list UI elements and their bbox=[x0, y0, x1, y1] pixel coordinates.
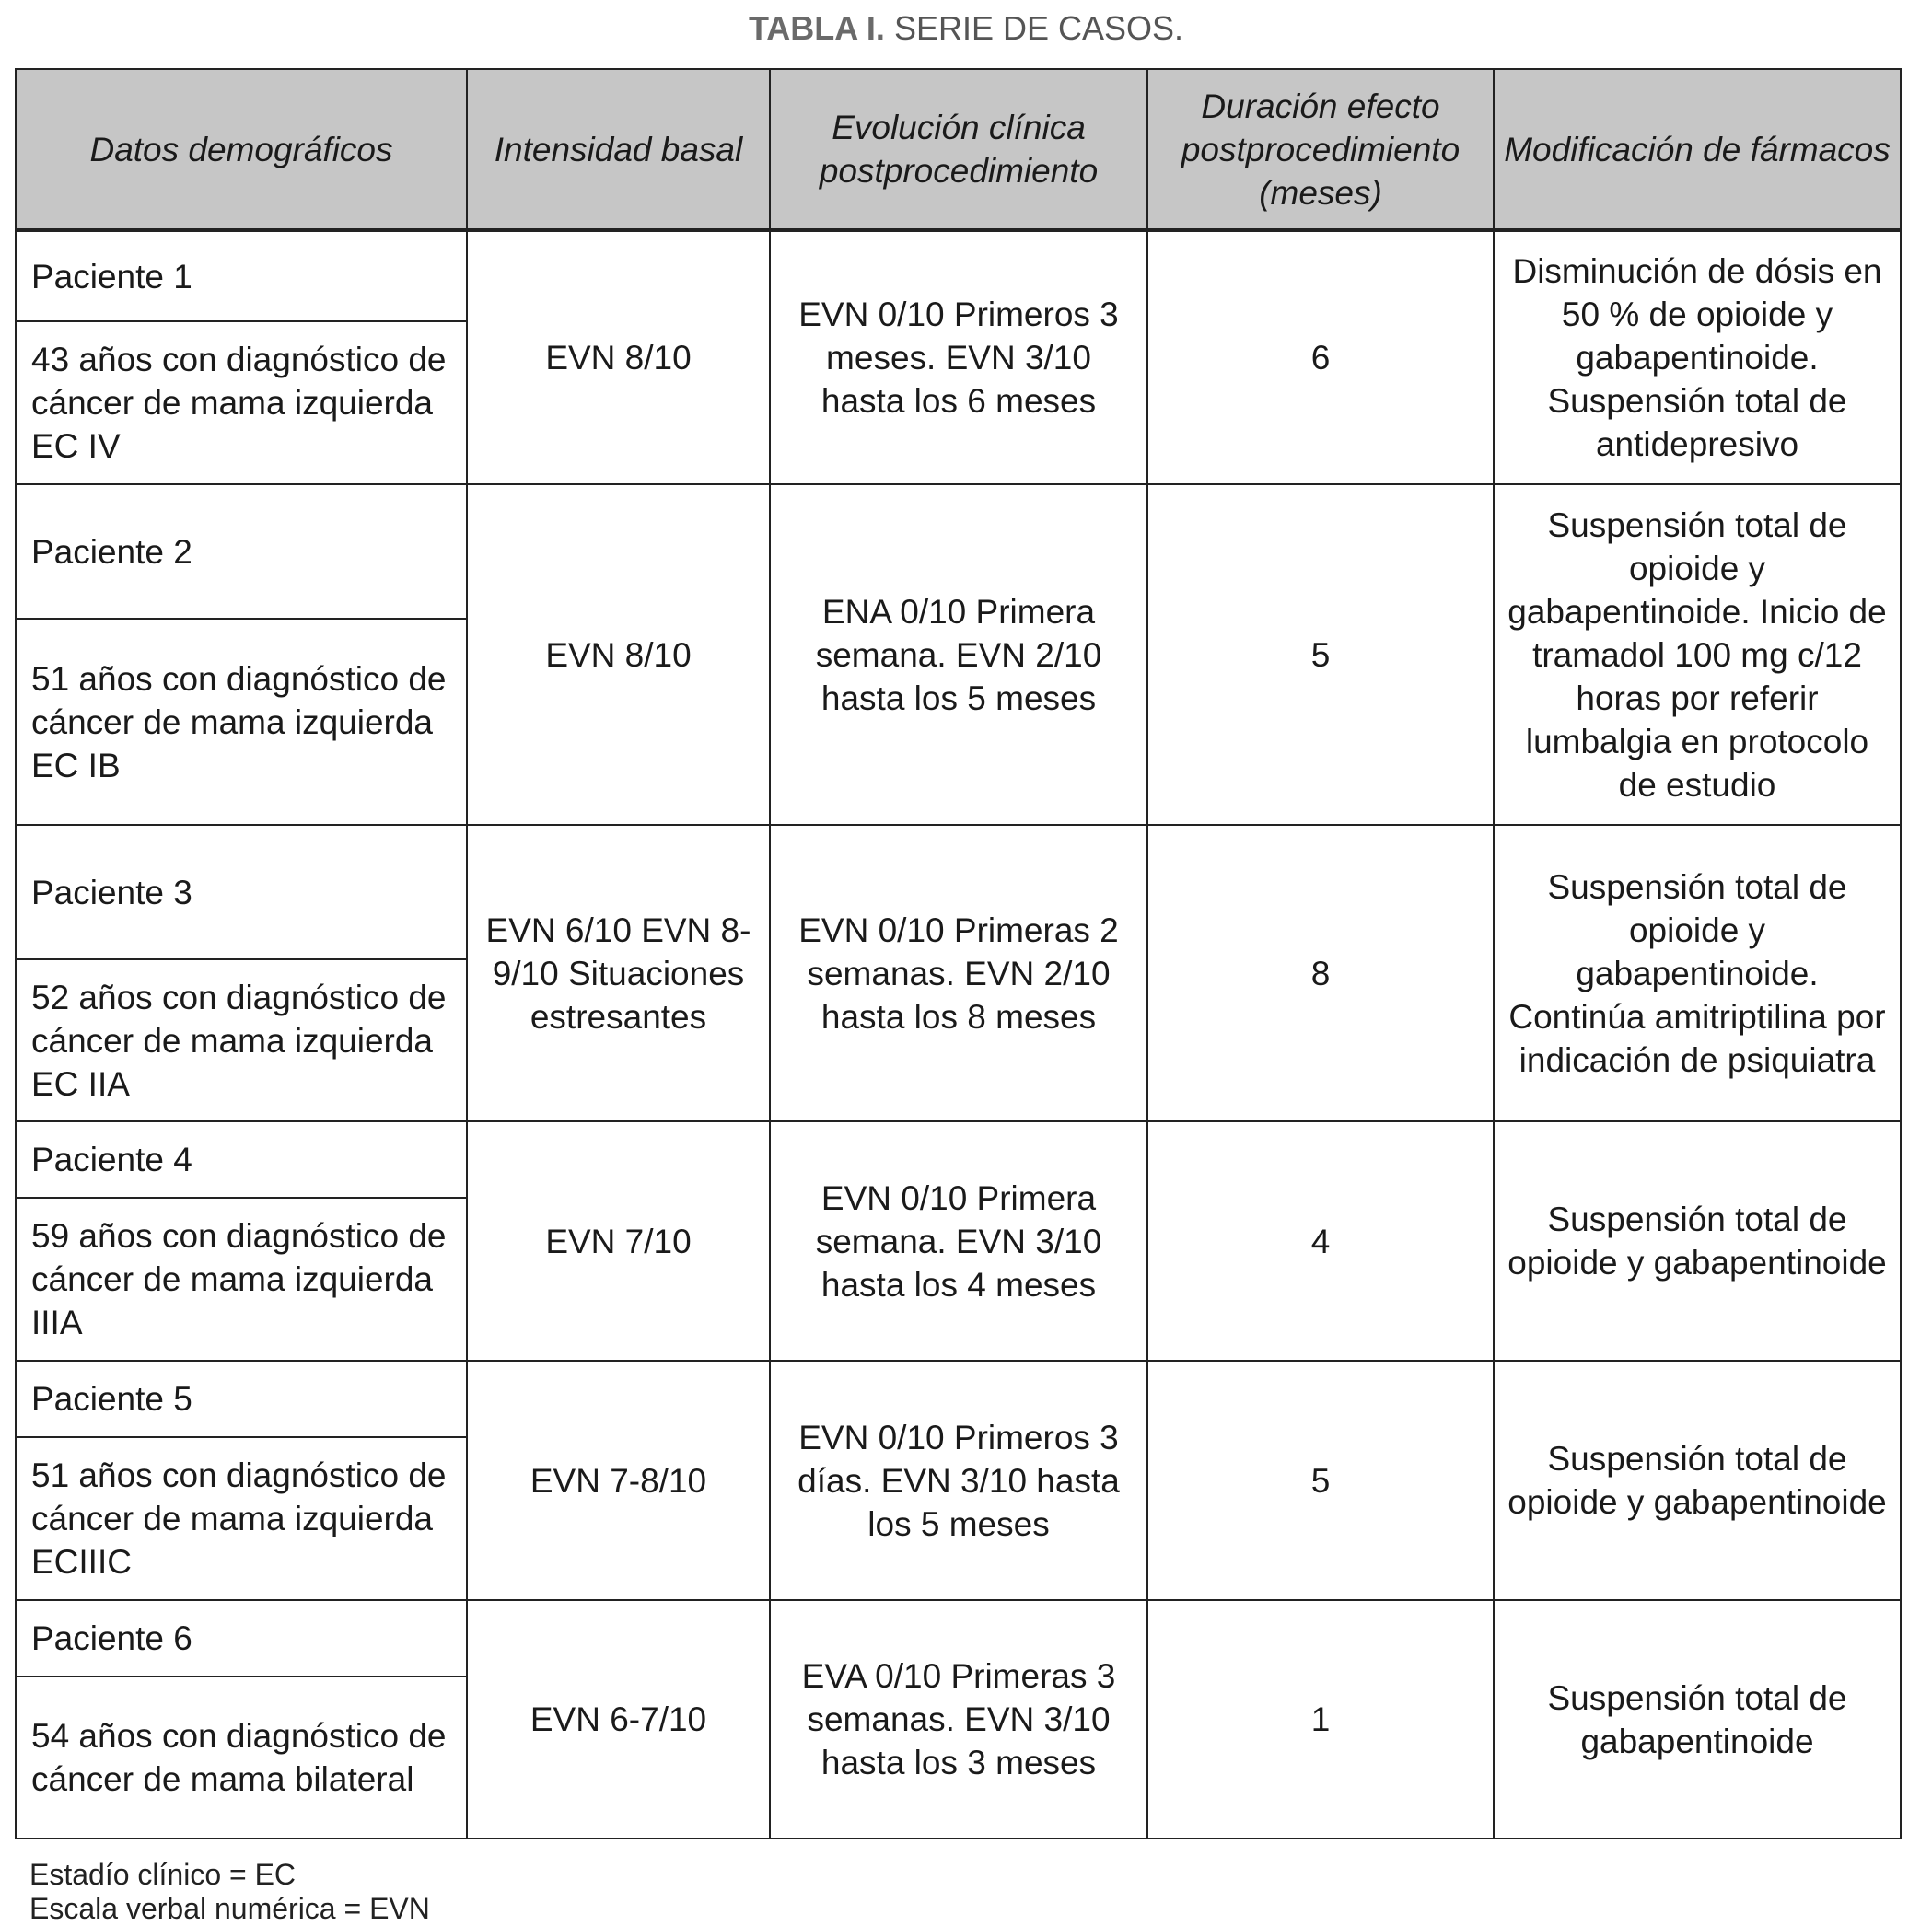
drug-modification-cell: Suspensión total de gabapentinoide bbox=[1493, 1599, 1902, 1839]
header-duration: Duración efecto postprocedimiento (meses… bbox=[1146, 68, 1495, 232]
drug-modification-cell: Suspensión total de opioide y gabapentin… bbox=[1493, 483, 1902, 826]
duration-cell: 8 bbox=[1146, 824, 1495, 1122]
table-row: 52 años con diagnóstico de cáncer de mam… bbox=[15, 958, 1901, 1122]
drug-modification-cell: Disminución de dósis en 50 % de opioide … bbox=[1493, 229, 1902, 485]
header-evolution: Evolución clínica postprocedimiento bbox=[769, 68, 1148, 232]
patient-cell: Paciente 1 bbox=[15, 229, 468, 322]
drug-modification-cell: Suspensión total de opioide y gabapentin… bbox=[1493, 1120, 1902, 1362]
evolution-cell: ENA 0/10 Primera semana. EVN 2/10 hasta … bbox=[769, 483, 1148, 826]
drug-modification-cell: Suspensión total de opioide y gabapentin… bbox=[1493, 824, 1902, 1122]
evolution-cell: EVN 0/10 Primeras 2 semanas. EVN 2/10 ha… bbox=[769, 824, 1148, 1122]
demographics-cell: 59 años con diagnóstico de cáncer de mam… bbox=[15, 1197, 468, 1362]
basal-intensity-cell: EVN 8/10 bbox=[466, 483, 771, 826]
duration-cell: 6 bbox=[1146, 229, 1495, 485]
basal-intensity-cell: EVN 6/10 EVN 8-9/10 Situaciones estresan… bbox=[466, 824, 771, 1122]
patient-cell: Paciente 5 bbox=[15, 1360, 468, 1438]
duration-cell: 5 bbox=[1146, 1360, 1495, 1601]
patient-cell: Paciente 4 bbox=[15, 1120, 468, 1199]
demographics-cell: 51 años con diagnóstico de cáncer de mam… bbox=[15, 618, 468, 826]
demographics-cell: 52 años con diagnóstico de cáncer de mam… bbox=[15, 958, 468, 1122]
table-row: 51 años con diagnóstico de cáncer de mam… bbox=[15, 618, 1901, 826]
table-caption: SERIE DE CASOS. bbox=[893, 9, 1184, 47]
table-label: TABLA I. bbox=[748, 9, 885, 47]
patient-cell: Paciente 2 bbox=[15, 483, 468, 620]
header-demographics: Datos demográficos bbox=[15, 68, 468, 232]
table-row: 59 años con diagnóstico de cáncer de mam… bbox=[15, 1197, 1901, 1362]
duration-cell: 5 bbox=[1146, 483, 1495, 826]
patient-cell: Paciente 3 bbox=[15, 824, 468, 960]
patient-cell: Paciente 6 bbox=[15, 1599, 468, 1677]
basal-intensity-cell: EVN 7/10 bbox=[466, 1120, 771, 1362]
header-row: Datos demográficos Intensidad basal Evol… bbox=[15, 68, 1902, 232]
duration-cell: 1 bbox=[1146, 1599, 1495, 1839]
header-drugs: Modificación de fármacos bbox=[1493, 68, 1902, 232]
footnote: Estadío clínico = EC bbox=[29, 1858, 297, 1891]
table-row: Paciente 1 EVN 8/10 EVN 0/10 Primeros 3 me… bbox=[15, 229, 1902, 485]
basal-intensity-cell: EVN 7-8/10 bbox=[466, 1360, 771, 1601]
table-row: 43 años con diagnóstico de cáncer de mam… bbox=[15, 320, 1901, 485]
case-series-table: Datos demográficos Intensidad basal Evol… bbox=[15, 68, 1902, 1839]
footnote: Escala verbal numérica = EVN bbox=[29, 1892, 430, 1925]
evolution-cell: EVN 0/10 Primera semana. EVN 3/10 hasta … bbox=[769, 1120, 1148, 1362]
demographics-cell: 43 años con diagnóstico de cáncer de mam… bbox=[15, 320, 468, 485]
evolution-cell: EVN 0/10 Primeros 3 meses. EVN 3/10 hast… bbox=[769, 229, 1148, 485]
duration-cell: 4 bbox=[1146, 1120, 1495, 1362]
table-row: Paciente 5 EVN 7-8/10 EVN 0/10 Primeros 3 … bbox=[15, 1360, 1902, 1601]
demographics-cell: 51 años con diagnóstico de cáncer de mam… bbox=[15, 1436, 468, 1601]
evolution-cell: EVN 0/10 Primeros 3 días. EVN 3/10 hasta… bbox=[769, 1360, 1148, 1601]
header-basal: Intensidad basal bbox=[466, 68, 771, 232]
table-row: Paciente 3 EVN 6/10 EVN 8-9/10 Situacione… bbox=[15, 824, 1902, 1122]
table-row: 51 años con diagnóstico de cáncer de mam… bbox=[15, 1436, 1901, 1601]
table-title: TABLA I. SERIE DE CASOS. bbox=[0, 9, 1932, 48]
table-row: Paciente 6 EVN 6-7/10 EVA 0/10 Primeras 3 … bbox=[15, 1599, 1902, 1839]
demographics-cell: 54 años con diagnóstico de cáncer de mam… bbox=[15, 1676, 468, 1839]
basal-intensity-cell: EVN 8/10 bbox=[466, 229, 771, 485]
basal-intensity-cell: EVN 6-7/10 bbox=[466, 1599, 771, 1839]
table-row: Paciente 4 EVN 7/10 EVN 0/10 Primera seman… bbox=[15, 1120, 1902, 1362]
table-row: 54 años con diagnóstico de cáncer de mam… bbox=[15, 1676, 1901, 1839]
drug-modification-cell: Suspensión total de opioide y gabapentin… bbox=[1493, 1360, 1902, 1601]
table-row: Paciente 2 EVN 8/10 ENA 0/10 Primera seman… bbox=[15, 483, 1902, 826]
evolution-cell: EVA 0/10 Primeras 3 semanas. EVN 3/10 ha… bbox=[769, 1599, 1148, 1839]
